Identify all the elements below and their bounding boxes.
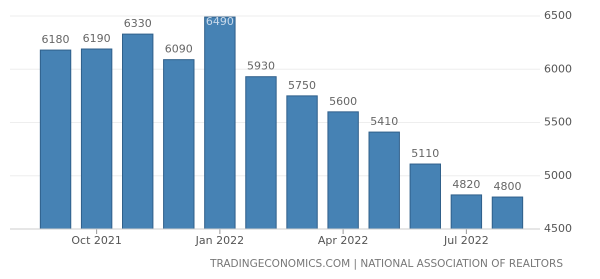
value-label: 5110 — [411, 147, 439, 160]
y-tick-label: 4500 — [544, 222, 572, 235]
value-label: 6190 — [83, 32, 111, 45]
y-tick-label: 6500 — [544, 9, 572, 22]
bar — [204, 16, 236, 230]
x-tick-label: Jan 2022 — [195, 234, 244, 247]
value-label: 6180 — [42, 33, 70, 46]
x-tick-label: Oct 2021 — [71, 234, 122, 247]
value-label: 4820 — [452, 178, 480, 191]
bar — [491, 196, 524, 230]
value-label: 5600 — [329, 95, 357, 108]
bar — [450, 194, 483, 230]
value-label: 6330 — [124, 17, 152, 30]
bar — [409, 163, 441, 230]
source: TRADINGECONOMICS.COM | NATIONAL ASSOCIAT… — [209, 258, 563, 270]
value-label: 6090 — [165, 43, 193, 56]
value-label: 4800 — [493, 180, 521, 193]
value-label: 5410 — [370, 115, 398, 128]
y-tick-label: 6000 — [544, 62, 572, 75]
bar — [122, 33, 154, 230]
y-tick-label: 5000 — [544, 169, 572, 182]
value-label: 6490 — [206, 15, 234, 28]
value-label: 5930 — [247, 60, 275, 73]
bar — [163, 59, 195, 230]
y-tick-label: 5500 — [544, 116, 572, 129]
value-label: 5750 — [288, 79, 316, 92]
bar — [39, 49, 72, 230]
x-tick-label: Jul 2022 — [443, 234, 489, 247]
bar — [286, 95, 318, 230]
bar — [80, 48, 113, 230]
bar — [327, 111, 359, 230]
x-tick-label: Apr 2022 — [318, 234, 369, 247]
bar — [245, 76, 277, 230]
bar — [368, 131, 400, 230]
